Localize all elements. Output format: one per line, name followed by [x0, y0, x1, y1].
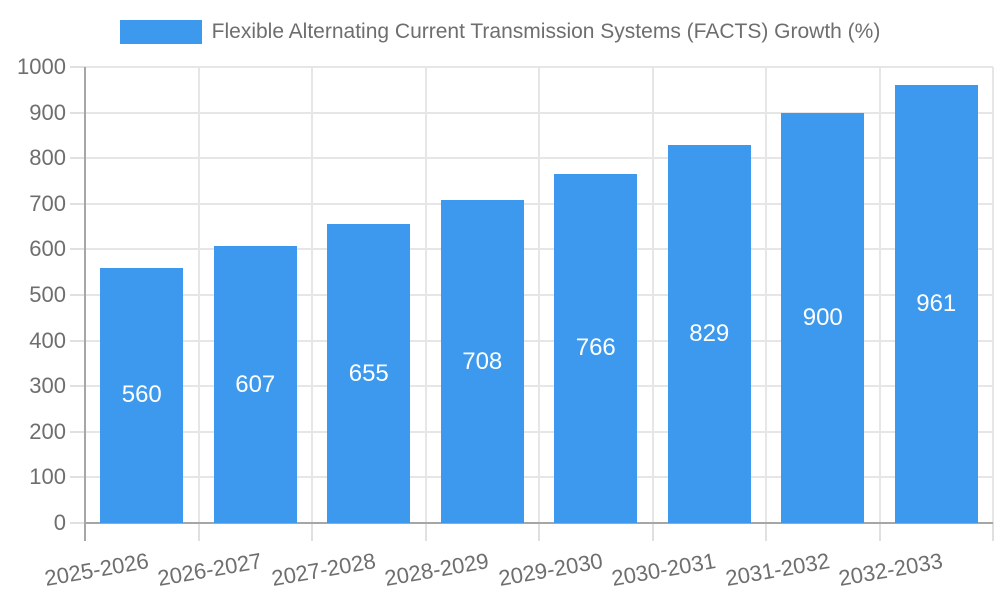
y-tick-label: 600 — [29, 236, 66, 262]
gridline-v — [878, 67, 881, 523]
gridline-v — [992, 67, 994, 523]
x-tick-label: 2031-2032 — [723, 548, 832, 591]
x-tick — [424, 523, 427, 541]
bar-value-label: 655 — [348, 359, 389, 387]
bar: 560 — [100, 267, 184, 523]
gridline-v — [765, 67, 767, 523]
y-tick-label: 900 — [29, 99, 66, 125]
gridline-v — [651, 67, 654, 523]
y-tick-label: 500 — [29, 282, 66, 307]
x-tick — [311, 523, 313, 541]
bar: 961 — [894, 84, 978, 523]
y-tick — [70, 294, 85, 296]
gridline-v — [424, 67, 427, 523]
bar-value-label: 708 — [462, 347, 503, 375]
bar-value-label: 560 — [121, 381, 162, 409]
bar-value-label: 961 — [916, 289, 957, 317]
x-axis-line — [85, 522, 993, 524]
y-tick — [70, 248, 85, 251]
x-tick-label: 2029-2030 — [496, 548, 605, 591]
x-tick — [878, 523, 881, 541]
y-tick — [70, 157, 85, 160]
bar-value-label: 829 — [689, 319, 730, 347]
x-tick — [992, 523, 994, 541]
x-tick-label: 2026-2027 — [155, 548, 264, 591]
y-tick — [70, 111, 85, 114]
bar: 829 — [667, 144, 751, 523]
y-tick-label: 800 — [29, 145, 66, 171]
y-tick — [70, 339, 85, 342]
x-tick-label: 2032-2033 — [836, 548, 945, 591]
x-tick-label: 2025-2026 — [42, 548, 151, 591]
x-tick — [651, 523, 654, 541]
bar: 900 — [781, 112, 865, 523]
gridline-v — [538, 67, 540, 523]
x-tick — [197, 523, 200, 541]
x-tick — [765, 523, 767, 541]
bar: 655 — [327, 224, 411, 523]
gridline-v — [197, 67, 200, 523]
bar: 766 — [554, 173, 638, 523]
y-tick — [70, 66, 85, 68]
x-tick-label: 2030-2031 — [609, 548, 718, 591]
x-tick — [538, 523, 540, 541]
y-tick-label: 300 — [29, 373, 66, 399]
legend: Flexible Alternating Current Transmissio… — [0, 20, 1000, 44]
y-axis-line — [84, 67, 86, 541]
plot-area: 0 100 200 300 400 500 600 700 800 900 1000 560 2025-… — [17, 54, 994, 591]
y-tick — [70, 430, 85, 433]
bar: 708 — [440, 200, 524, 523]
y-tick-label: 100 — [29, 464, 66, 490]
gridline-v — [311, 67, 313, 523]
x-tick-label: 2027-2028 — [269, 548, 378, 591]
y-tick-label: 700 — [29, 190, 66, 216]
legend-item[interactable]: Flexible Alternating Current Transmissio… — [119, 20, 881, 44]
x-tick-label: 2028-2029 — [382, 548, 491, 591]
bar-value-label: 607 — [235, 370, 276, 398]
y-tick-label: 0 — [53, 510, 66, 535]
y-tick — [70, 476, 85, 479]
bar: 607 — [213, 246, 297, 523]
legend-swatch — [119, 20, 202, 44]
y-tick-label: 400 — [29, 327, 66, 353]
y-tick — [70, 385, 85, 388]
y-tick — [70, 522, 85, 524]
legend-label: Flexible Alternating Current Transmissio… — [211, 20, 881, 43]
y-tick-label: 1000 — [17, 54, 66, 79]
bar-value-label: 766 — [575, 334, 616, 362]
y-tick-label: 200 — [29, 418, 66, 444]
bar-value-label: 900 — [802, 303, 843, 331]
y-tick — [70, 202, 85, 205]
